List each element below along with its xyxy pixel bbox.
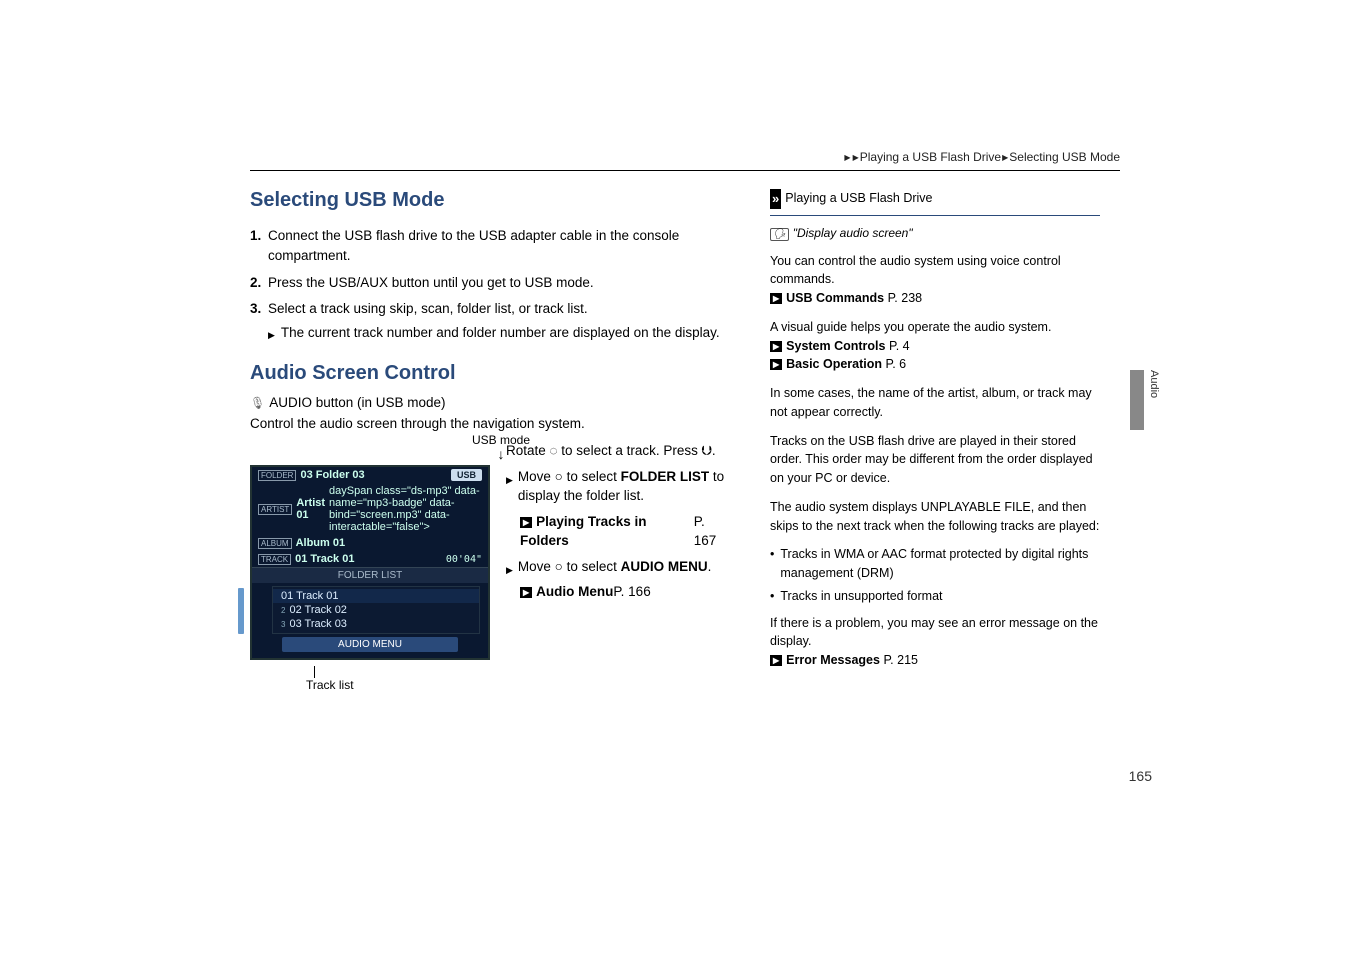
- ref-basic-op-p: P. 6: [882, 357, 906, 371]
- ref-system-controls: System Controls: [770, 339, 886, 353]
- instr-menu: Move ○ to select AUDIO MENU.: [506, 557, 730, 577]
- step-1: 1. Connect the USB flash drive to the US…: [250, 226, 730, 267]
- step-2-text: Press the USB/AUX button until you get t…: [268, 273, 594, 293]
- device-screen: FOLDER 03 Folder 03 USB ARTIST Artist 01…: [250, 465, 490, 660]
- track-list: 01 Track 01 202 Track 02 303 Track 03: [272, 586, 480, 634]
- voice-command: "Display audio screen": [770, 224, 1100, 242]
- list-item: 303 Track 03: [273, 617, 479, 631]
- instr-folder: Move ○ to select FOLDER LIST to display …: [506, 467, 730, 506]
- bullet-1: Tracks in WMA or AAC format protected by…: [770, 545, 1100, 583]
- instr-rotate: Rotate ◌ to select a track. Press ⮋.: [506, 441, 730, 461]
- album-tag: ALBUM: [258, 538, 292, 549]
- ref-basic-op: Basic Operation: [770, 357, 882, 371]
- sidebar-p2-block: A visual guide helps you operate the aud…: [770, 318, 1100, 374]
- audio-menu-button: AUDIO MENU: [282, 637, 458, 652]
- section-title-selecting: Selecting USB Mode: [250, 189, 730, 212]
- instr-menu-a: Move ○ to select: [518, 559, 621, 574]
- step-2-num: 2.: [250, 273, 268, 293]
- usb-mode-label: USB mode ↓: [472, 433, 530, 461]
- sidebar-heading: Playing a USB Flash Drive: [770, 189, 1100, 209]
- step-3-sub-text: The current track number and folder numb…: [281, 325, 720, 340]
- instr-folder-b: FOLDER LIST: [621, 469, 710, 484]
- step-3-text: Select a track using skip, scan, folder …: [268, 299, 588, 319]
- ref-folders-label: Playing Tracks in Folders: [520, 512, 694, 551]
- ref-error-msg-p: P. 215: [880, 653, 918, 667]
- list-item: 01 Track 01: [273, 589, 479, 603]
- breadcrumb-b: Selecting USB Mode: [1009, 150, 1120, 164]
- divider: [250, 170, 1120, 171]
- track-value: 01 Track 01: [295, 553, 354, 565]
- sidebar-p2: A visual guide helps you operate the aud…: [770, 318, 1100, 337]
- audio-button-text: AUDIO button (in USB mode): [269, 395, 445, 410]
- ref-error-msg: Error Messages: [770, 653, 880, 667]
- ref-folders-page: P. 167: [694, 512, 730, 551]
- step-2: 2. Press the USB/AUX button until you ge…: [250, 273, 730, 293]
- artist-tag: ARTIST: [258, 504, 292, 515]
- step-1-text: Connect the USB flash drive to the USB a…: [268, 226, 730, 267]
- control-desc: Control the audio screen through the nav…: [250, 416, 730, 431]
- sidebar-p3: In some cases, the name of the artist, a…: [770, 384, 1100, 422]
- track-tag: TRACK: [258, 554, 291, 565]
- instr-menu-b: AUDIO MENU: [621, 559, 708, 574]
- folder-list-header: FOLDER LIST: [252, 567, 488, 583]
- ref-menu-page: P. 166: [613, 582, 650, 602]
- ref-usb-commands: USB Commands: [770, 291, 884, 305]
- artist-value: Artist 01: [296, 497, 325, 521]
- breadcrumb: Playing a USB Flash Drive Selecting USB M…: [250, 150, 1120, 164]
- step-3: 3. Select a track using skip, scan, fold…: [250, 299, 730, 319]
- sidebar-p1-block: You can control the audio system using v…: [770, 252, 1100, 308]
- step-3-sub: The current track number and folder numb…: [268, 325, 730, 340]
- folder-value: 03 Folder 03: [300, 469, 364, 481]
- usb-mode-text: USB mode: [472, 433, 530, 447]
- sidebar-p6-block: If there is a problem, you may see an er…: [770, 614, 1100, 670]
- sidebar-p6: If there is a problem, you may see an er…: [770, 614, 1100, 652]
- down-arrow-icon: ↓: [472, 447, 530, 461]
- sidebar-p5: The audio system displays UNPLAYABLE FIL…: [770, 498, 1100, 536]
- list-item: 202 Track 02: [273, 603, 479, 617]
- breadcrumb-a: Playing a USB Flash Drive: [860, 150, 1001, 164]
- time-value: 00'04": [446, 554, 482, 565]
- section-title-audio-screen: Audio Screen Control: [250, 362, 730, 385]
- step-3-num: 3.: [250, 299, 268, 319]
- ref-system-controls-p: P. 4: [886, 339, 910, 353]
- instr-menu-c: .: [708, 559, 712, 574]
- scroll-indicator: [238, 588, 244, 634]
- sidebar-p1: You can control the audio system using v…: [770, 252, 1100, 290]
- instr-rotate-text: Rotate ◌ to select a track. Press ⮋.: [506, 441, 716, 461]
- instr-folder-a: Move ○ to select: [518, 469, 621, 484]
- album-value: Album 01: [296, 537, 346, 549]
- folder-tag: FOLDER: [258, 470, 296, 481]
- ref-folders: Playing Tracks in Folders P. 167: [520, 512, 730, 551]
- section-tab: Audio: [1130, 370, 1160, 430]
- ref-usb-commands-p: P. 238: [884, 291, 922, 305]
- ref-menu-label: Audio Menu: [520, 582, 613, 602]
- sidebar-p4: Tracks on the USB flash drive are played…: [770, 432, 1100, 488]
- step-1-num: 1.: [250, 226, 268, 267]
- ref-audio-menu: Audio Menu P. 166: [520, 582, 730, 602]
- mic-icon: [250, 395, 265, 410]
- sidebar-divider: [770, 215, 1100, 216]
- page-number: 165: [1129, 768, 1152, 784]
- bullet-2: Tracks in unsupported format: [770, 587, 1100, 606]
- track-list-label: Track list: [306, 666, 490, 692]
- usb-badge: USB: [451, 469, 482, 481]
- audio-button-line: AUDIO button (in USB mode): [250, 395, 730, 410]
